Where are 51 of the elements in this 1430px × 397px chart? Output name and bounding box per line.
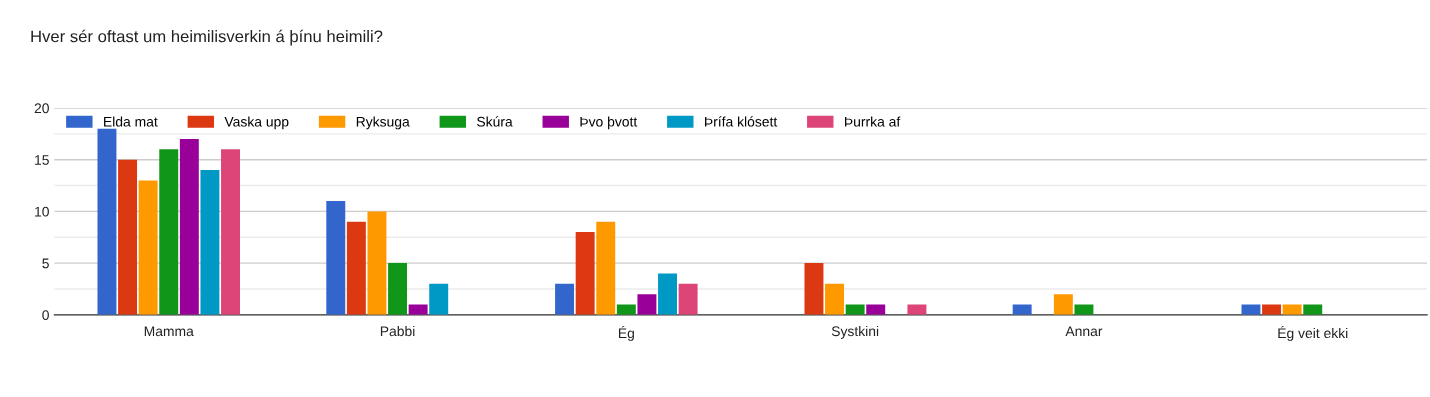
bar bbox=[845, 304, 865, 315]
bar bbox=[825, 283, 845, 315]
bar bbox=[616, 304, 636, 315]
x-tick-label: Pabbi bbox=[380, 325, 415, 337]
x-tick-label: Mamma bbox=[144, 326, 194, 337]
bar bbox=[367, 211, 387, 315]
bar bbox=[866, 304, 886, 315]
legend-label: Þrífa klósett bbox=[705, 116, 778, 127]
bar bbox=[555, 283, 575, 315]
bar bbox=[408, 304, 428, 315]
bar bbox=[221, 149, 240, 315]
bar bbox=[907, 304, 927, 315]
legend-label: Þvo þvott bbox=[580, 116, 638, 130]
bar bbox=[596, 221, 616, 315]
bar bbox=[1012, 304, 1032, 315]
bar bbox=[1303, 304, 1323, 315]
bar bbox=[575, 232, 595, 315]
bar bbox=[429, 283, 449, 315]
bar bbox=[118, 159, 138, 315]
legend-label: Þurrka af bbox=[845, 116, 901, 127]
bar bbox=[97, 128, 117, 315]
chart-title: Hver sér oftast um heimilisverkin á þínu heimili? bbox=[31, 29, 383, 46]
legend-label: Elda mat bbox=[104, 116, 158, 127]
bar bbox=[637, 294, 657, 315]
bar bbox=[179, 139, 199, 315]
bar bbox=[804, 263, 824, 315]
bar bbox=[388, 263, 408, 315]
bar bbox=[138, 180, 158, 315]
x-tick-label: Ég veit ekki bbox=[1278, 325, 1348, 341]
legend-label: Skúra bbox=[477, 116, 513, 127]
bar bbox=[346, 221, 366, 315]
y-tick-label: 20 bbox=[34, 103, 49, 114]
bar bbox=[1262, 304, 1282, 315]
y-tick-label: 10 bbox=[35, 206, 49, 217]
bar bbox=[1241, 304, 1261, 315]
bar bbox=[1053, 294, 1073, 315]
bar bbox=[326, 201, 346, 315]
y-tick-label: 5 bbox=[42, 258, 49, 269]
bar bbox=[159, 149, 179, 315]
x-tick-label: Ég bbox=[618, 325, 634, 341]
bar bbox=[658, 273, 677, 315]
bar bbox=[678, 283, 698, 315]
bar bbox=[200, 170, 220, 315]
bar bbox=[1074, 304, 1094, 315]
legend-label: Ryksuga bbox=[356, 116, 410, 130]
y-tick-label: 0 bbox=[42, 310, 49, 320]
bar bbox=[1282, 304, 1302, 315]
y-tick-label: 15 bbox=[35, 155, 49, 165]
x-tick-label: Systkini bbox=[831, 325, 879, 339]
legend-label: Vaska upp bbox=[224, 116, 289, 130]
x-tick-label: Annar bbox=[1065, 326, 1103, 337]
